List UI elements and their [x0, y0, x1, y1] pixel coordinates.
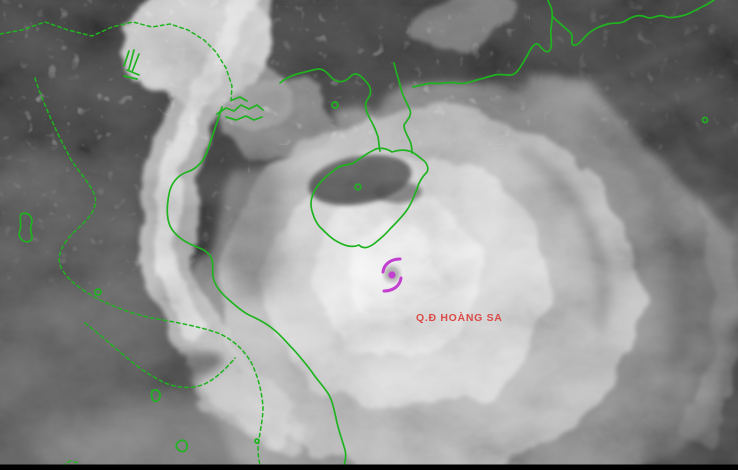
cyclone-arm-top	[381, 257, 402, 274]
small-loop-2	[175, 439, 188, 453]
china-coast-east	[552, 0, 715, 47]
border-overlay	[0, 21, 264, 470]
paracel-islands-label: Q.Đ HOÀNG SA	[416, 311, 503, 324]
china-vietnam-border	[0, 21, 233, 102]
border-branch-north	[34, 77, 71, 159]
leizhou-peninsula-coast	[393, 62, 413, 154]
guangdong-west-coast	[412, 74, 496, 88]
small-island-east	[701, 116, 709, 124]
small-loop-1	[150, 389, 161, 403]
pearl-estuary-coast	[494, 0, 554, 76]
cyclone-center-dot	[388, 271, 396, 279]
weizhou-island	[331, 101, 339, 109]
halong-bay-islands	[216, 96, 264, 121]
vietnam-coastline	[166, 106, 347, 470]
speckle-cloudlets	[0, 0, 738, 290]
border-fragment-bottomleft	[61, 460, 80, 467]
laos-southern-border	[84, 322, 236, 389]
laos-lake	[18, 212, 33, 243]
guangxi-coastline	[279, 68, 381, 152]
border-junction-cluster	[123, 49, 140, 80]
laos-vietnam-border	[58, 157, 264, 470]
cyclone-arm-bottom	[382, 276, 403, 293]
hainan-island-outline	[310, 147, 429, 249]
tropical-cyclone-icon	[381, 257, 403, 293]
hainan-reservoir	[354, 183, 362, 191]
letterbox-bar	[0, 464, 738, 470]
small-island-west	[94, 288, 102, 296]
